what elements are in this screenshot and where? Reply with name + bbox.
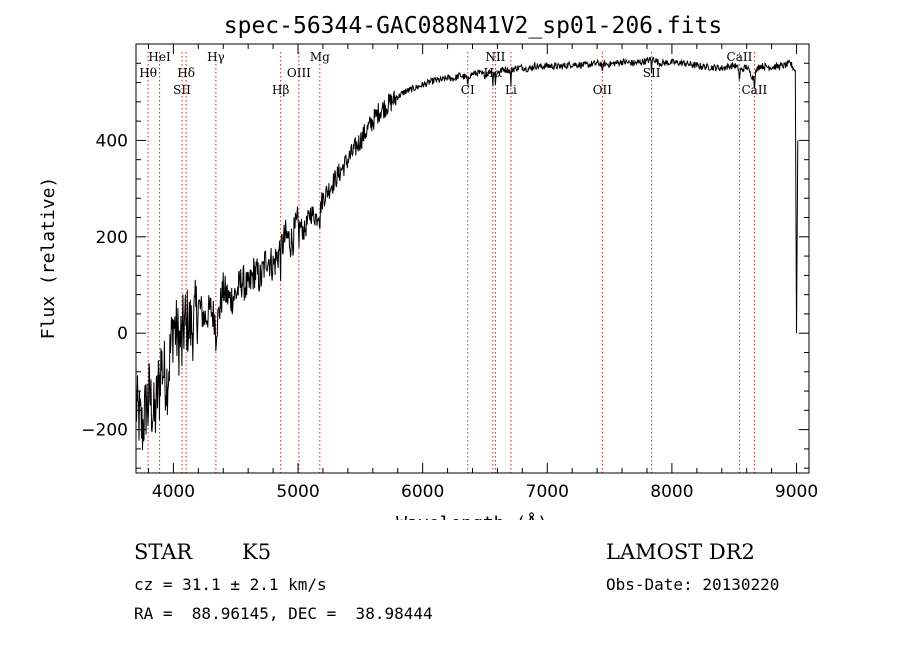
chart-title: spec-56344-GAC088N41V2_sp01-206.fits <box>224 13 723 39</box>
spectral-line-label: CI <box>461 83 475 97</box>
spectral-line-label: Hβ <box>272 83 289 97</box>
x-axis: 4000 5000 6000 7000 8000 9000 <box>147 44 818 502</box>
spectral-line-label: Hδ <box>177 66 195 80</box>
series-layer <box>135 56 799 451</box>
spectral-line-label: Hθ <box>139 66 157 80</box>
spectral-line-label: CaII <box>741 83 767 97</box>
y-tick-label: 0 <box>117 324 128 344</box>
y-tick-label: −200 <box>81 421 128 441</box>
object-class: STAR <box>134 540 193 564</box>
spectral-line-label: HeI <box>148 50 171 64</box>
x-tick-label: 8000 <box>650 482 693 502</box>
spectral-line-label: CaII <box>727 50 753 64</box>
x-tick-label: 9000 <box>775 482 818 502</box>
spectrum-chart: spec-56344-GAC088N41V2_sp01-206.fits Hθ H… <box>38 13 818 520</box>
plot-frame <box>135 43 810 474</box>
spectral-line-label: Mg <box>310 50 330 64</box>
spectral-line-label: Li <box>505 83 517 97</box>
spectral-line-label: Hα <box>484 66 503 80</box>
y-axis: −200 0 200 400 <box>81 43 809 469</box>
spectral-line-label: SII <box>173 83 191 97</box>
x-tick-label: 5000 <box>276 482 319 502</box>
y-tick-label: 400 <box>96 131 128 151</box>
radial-velocity: cz = 31.1 ± 2.1 km/s <box>134 575 327 594</box>
sky-coordinates: RA = 88.96145, DEC = 38.98444 <box>134 604 433 623</box>
y-tick-label: 200 <box>96 228 128 248</box>
x-tick-label: 4000 <box>152 482 195 502</box>
spectral-line-label: Hγ <box>207 50 225 64</box>
x-tick-label: 7000 <box>526 482 569 502</box>
object-subclass: K5 <box>242 540 272 564</box>
spectral-line-label: NII <box>485 50 505 64</box>
y-axis-label: Flux (relative) <box>38 177 59 340</box>
observation-date: Obs-Date: 20130220 <box>606 575 780 594</box>
spectrum-line <box>135 56 799 451</box>
x-tick-label: 6000 <box>401 482 444 502</box>
spectral-line-label: OIII <box>287 66 311 80</box>
spectral-line-label: OII <box>593 83 613 97</box>
survey-name: LAMOST DR2 <box>606 540 755 564</box>
x-axis-label: Wavelength (Å) <box>396 512 548 520</box>
